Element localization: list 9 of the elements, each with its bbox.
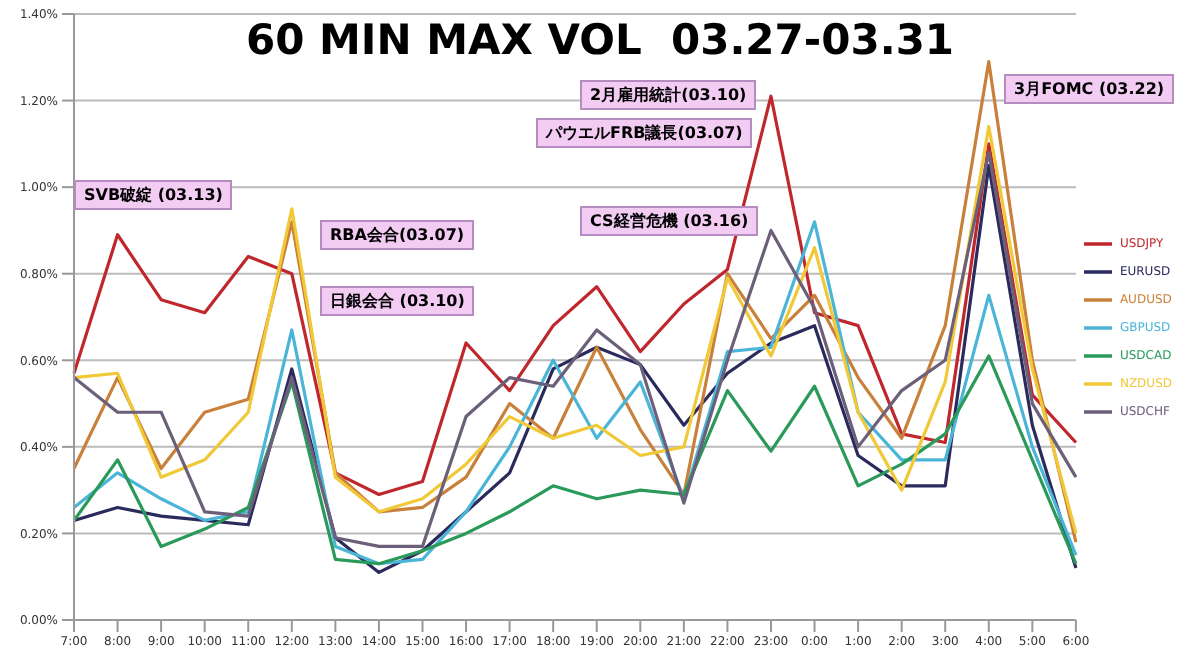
line-series [72,354,1078,566]
annotation: 3月FOMC (03.22) [1004,74,1175,104]
annotation: SVB破綻 (03.13) [74,180,233,210]
annotation: 日銀会合 (03.10) [320,286,475,316]
annotation: パウエルFRB議長(03.07) [536,118,753,148]
annotation: CS経営危機 (03.16) [580,206,759,236]
chart-title: 60 MIN MAX VOL 03.27-03.31 [245,16,955,64]
annotation: 2月雇用統計(03.10) [580,80,757,110]
annotation: RBA会合(03.07) [320,220,475,250]
